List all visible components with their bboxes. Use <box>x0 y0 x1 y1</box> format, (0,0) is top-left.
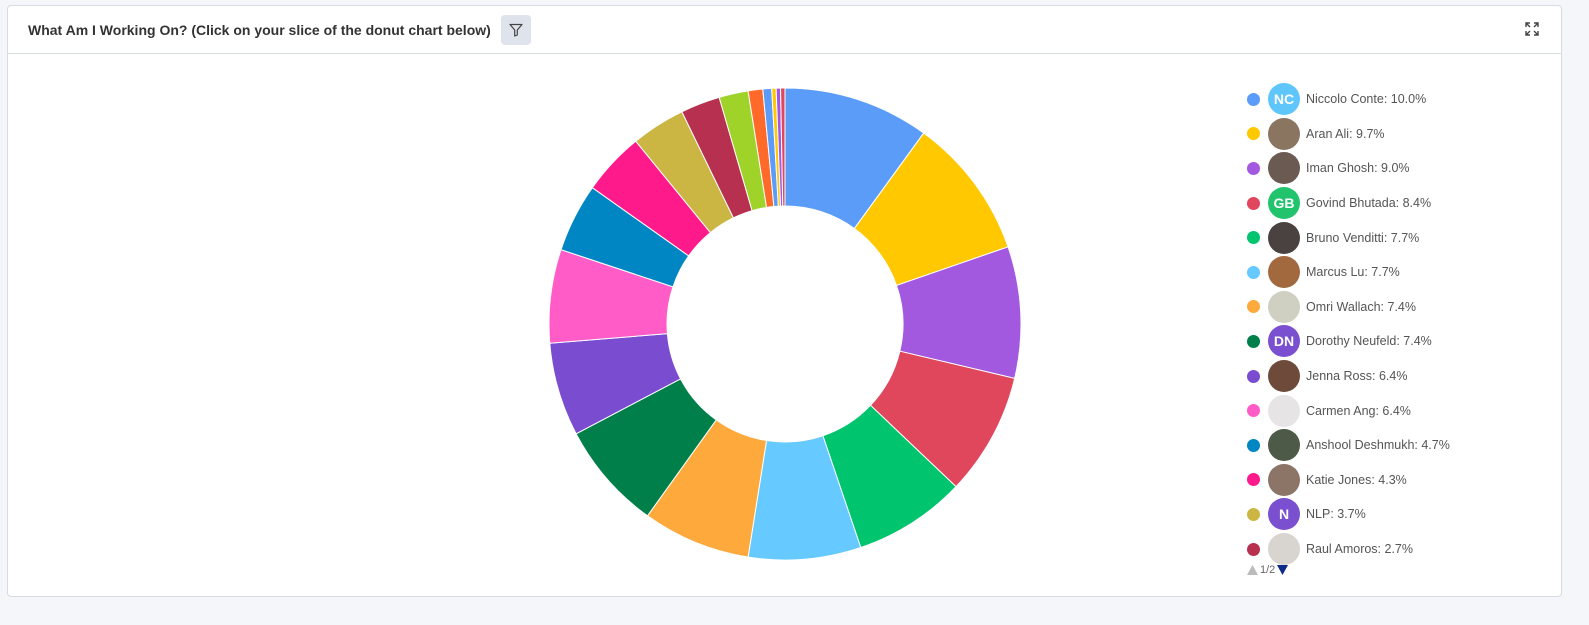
legend-label: Iman Ghosh: 9.0% <box>1306 161 1410 176</box>
legend-label: Aran Ali: 9.7% <box>1306 126 1385 141</box>
avatar <box>1268 152 1300 185</box>
legend-color-dot <box>1247 369 1260 383</box>
legend-item[interactable]: Katie Jones: 4.3% <box>1246 463 1450 498</box>
avatar <box>1268 360 1300 393</box>
legend-item[interactable]: GB Govind Bhutada: 8.4% <box>1246 186 1450 221</box>
legend-label: NLP: 3.7% <box>1306 507 1366 522</box>
legend-item[interactable]: Jenna Ross: 6.4% <box>1246 359 1450 394</box>
legend-label: Katie Jones: 4.3% <box>1306 472 1407 487</box>
avatar <box>1268 533 1300 566</box>
avatar <box>1268 117 1300 150</box>
expand-icon[interactable] <box>1525 22 1539 36</box>
legend-label: Marcus Lu: 7.7% <box>1306 265 1400 280</box>
legend-label: Bruno Venditti: 7.7% <box>1306 230 1420 245</box>
donut-chart[interactable] <box>8 6 1561 596</box>
legend-label: Govind Bhutada: 8.4% <box>1306 196 1432 211</box>
legend-color-dot <box>1247 300 1260 314</box>
legend-color-dot <box>1247 542 1260 556</box>
legend-item[interactable]: N NLP: 3.7% <box>1246 497 1450 532</box>
legend-label: Niccolo Conte: 10.0% <box>1306 92 1427 107</box>
legend-label: Anshool Deshmukh: 4.7% <box>1306 438 1450 453</box>
legend-color-dot <box>1247 334 1260 348</box>
page-up-icon[interactable] <box>1247 565 1258 576</box>
legend-color-dot <box>1247 161 1260 175</box>
legend-label: Dorothy Neufeld: 7.4% <box>1306 334 1432 349</box>
legend-color-dot <box>1247 92 1260 106</box>
legend-label: Raul Amoros: 2.7% <box>1306 542 1413 557</box>
legend-color-dot <box>1247 507 1260 521</box>
legend-item[interactable]: Raul Amoros: 2.7% <box>1246 532 1450 567</box>
legend-label: Jenna Ross: 6.4% <box>1306 369 1408 384</box>
legend-color-dot <box>1247 473 1260 487</box>
page-indicator: 1/2 <box>1260 564 1276 577</box>
avatar <box>1268 221 1300 254</box>
avatar: DN <box>1268 325 1300 358</box>
legend-color-dot <box>1247 196 1260 210</box>
legend-item[interactable]: Marcus Lu: 7.7% <box>1246 255 1450 290</box>
avatar <box>1268 463 1300 496</box>
legend-color-dot <box>1247 404 1260 418</box>
card-title: What Am I Working On? (Click on your sli… <box>28 21 491 38</box>
legend-item[interactable]: Anshool Deshmukh: 4.7% <box>1246 428 1450 463</box>
legend-item[interactable]: Aran Ali: 9.7% <box>1246 117 1450 152</box>
legend-pager: 1/2 <box>1246 564 1450 576</box>
filter-button[interactable] <box>500 14 531 45</box>
avatar: N <box>1268 498 1300 531</box>
legend-label: Omri Wallach: 7.4% <box>1306 299 1416 314</box>
legend-item[interactable]: NC Niccolo Conte: 10.0% <box>1246 82 1450 117</box>
legend-color-dot <box>1247 231 1260 245</box>
donut-slice[interactable] <box>780 87 786 207</box>
avatar: NC <box>1268 83 1300 116</box>
chart-legend: NC Niccolo Conte: 10.0% Aran Ali: 9.7% Iman… <box>1246 82 1450 576</box>
avatar <box>1268 429 1300 462</box>
legend-color-dot <box>1247 265 1260 279</box>
avatar <box>1268 290 1300 323</box>
card-header: What Am I Working On? (Click on your sli… <box>8 6 1561 54</box>
legend-item[interactable]: Omri Wallach: 7.4% <box>1246 290 1450 325</box>
filter-icon <box>509 23 523 37</box>
legend-item[interactable]: Carmen Ang: 6.4% <box>1246 393 1450 428</box>
legend-color-dot <box>1247 438 1260 452</box>
chart-card: What Am I Working On? (Click on your sli… <box>7 5 1562 597</box>
avatar <box>1268 394 1300 427</box>
avatar <box>1268 256 1300 289</box>
legend-item[interactable]: DN Dorothy Neufeld: 7.4% <box>1246 324 1450 359</box>
avatar: GB <box>1268 187 1300 220</box>
legend-color-dot <box>1247 127 1260 141</box>
legend-item[interactable]: Iman Ghosh: 9.0% <box>1246 151 1450 186</box>
page-down-icon[interactable] <box>1277 565 1289 576</box>
legend-label: Carmen Ang: 6.4% <box>1306 403 1411 418</box>
legend-item[interactable]: Bruno Venditti: 7.7% <box>1246 220 1450 255</box>
